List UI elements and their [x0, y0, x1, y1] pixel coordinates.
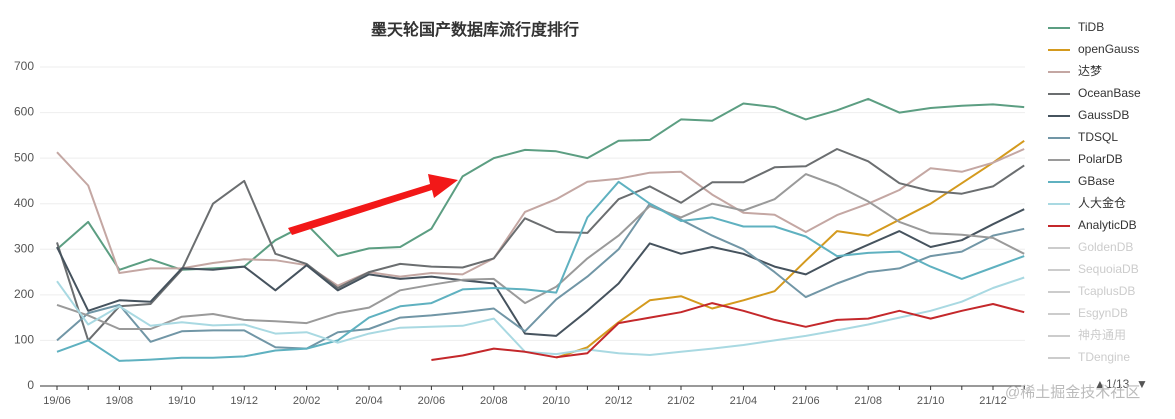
y-tick-label: 0 [27, 378, 34, 392]
legend-label: 人大金仓 [1078, 195, 1126, 210]
series-line [56, 180, 1025, 362]
x-tick-label: 21/06 [792, 395, 820, 407]
legend-label: EsgynDB [1078, 306, 1128, 320]
legend-label: SequoiaDB [1078, 262, 1139, 276]
legend-label: PolarDB [1078, 152, 1123, 166]
series-line [56, 202, 1025, 350]
legend-label: TDSQL [1078, 130, 1118, 144]
y-tick-label: 300 [14, 241, 34, 255]
x-tick-label: 20/08 [480, 395, 508, 407]
series-line [56, 208, 1025, 337]
series-line [56, 148, 1025, 287]
legend-label: openGauss [1078, 42, 1139, 56]
x-tick-label: 20/02 [293, 395, 321, 407]
x-tick-label: 20/12 [605, 395, 633, 407]
x-tick-label: 21/10 [917, 395, 945, 407]
legend-label: GaussDB [1078, 108, 1129, 122]
watermark: @稀土掘金技术社区 [1005, 384, 1140, 401]
x-tick-label: 19/12 [230, 395, 258, 407]
y-tick-label: 200 [14, 287, 34, 301]
series-line [431, 302, 1025, 361]
page-next[interactable]: ▼ [1136, 377, 1148, 391]
legend-label: GoldenDB [1078, 240, 1133, 254]
chart-title: 墨天轮国产数据库流行度排行 [371, 20, 579, 39]
x-tick-label: 21/08 [854, 395, 882, 407]
x-tick-label: 21/04 [730, 395, 758, 407]
series-line [56, 148, 1025, 342]
x-tick-label: 19/10 [168, 395, 196, 407]
legend-label: TDengine [1078, 350, 1130, 364]
x-tick-label: 19/08 [106, 395, 134, 407]
arrow [288, 174, 458, 235]
x-tick-label: 20/06 [418, 395, 446, 407]
legend-label: OceanBase [1078, 86, 1141, 100]
series-line [56, 276, 1025, 356]
y-tick-label: 600 [14, 105, 34, 119]
y-tick-label: 500 [14, 150, 34, 164]
legend-label: 神舟通用 [1078, 328, 1126, 342]
x-tick-label: 21/12 [979, 395, 1007, 407]
y-tick-label: 100 [14, 333, 34, 347]
legend-label: 达梦 [1078, 64, 1102, 78]
series-line [555, 139, 1025, 359]
x-tick-label: 20/10 [542, 395, 570, 407]
legend-label: TiDB [1078, 20, 1104, 34]
y-tick-label: 400 [14, 196, 34, 210]
page-prev[interactable]: ▲ [1094, 377, 1106, 391]
legend-page: 1/13 [1106, 377, 1130, 391]
y-tick-label: 700 [14, 59, 34, 73]
series-line [56, 173, 1025, 330]
x-tick-label: 20/04 [355, 395, 383, 407]
legend-label: GBase [1078, 174, 1115, 188]
legend-label: AnalyticDB [1078, 218, 1137, 232]
x-tick-label: 19/06 [43, 395, 71, 407]
series-line [56, 97, 1025, 271]
legend-label: TcaplusDB [1078, 284, 1135, 298]
x-tick-label: 21/02 [667, 395, 695, 407]
